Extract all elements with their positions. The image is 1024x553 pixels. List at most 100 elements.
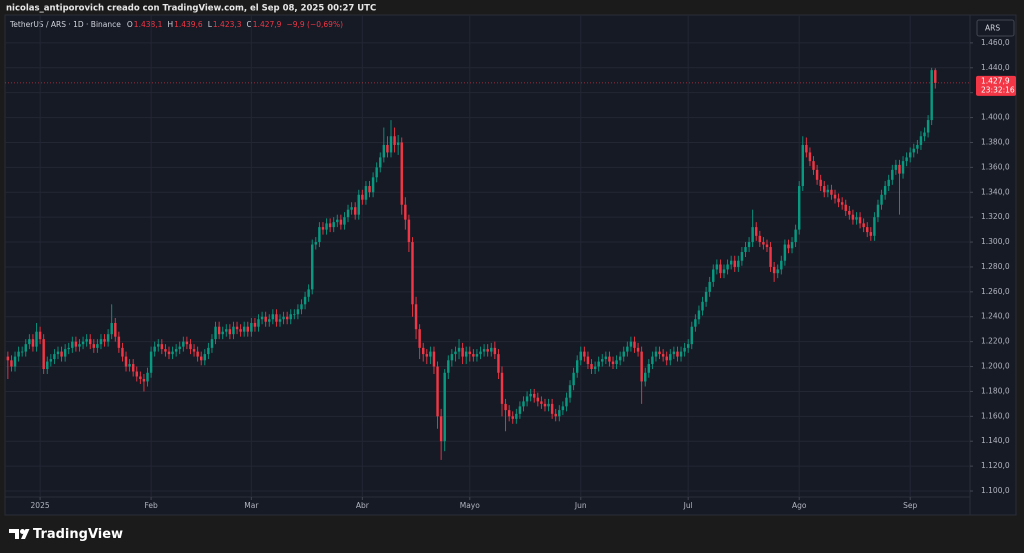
candle-body <box>253 322 257 327</box>
candle-body <box>518 406 522 414</box>
candle-body <box>722 269 726 274</box>
candle-body <box>919 136 923 145</box>
candle-body <box>683 347 686 352</box>
candle-body <box>264 316 267 322</box>
candle-body <box>182 341 185 347</box>
brand: TradingView <box>33 527 123 542</box>
candle-body <box>404 204 407 220</box>
candle-body <box>916 144 919 149</box>
candle-body <box>823 186 826 193</box>
candle-body <box>479 351 482 355</box>
candle-body <box>110 322 113 335</box>
candle-body <box>472 354 475 357</box>
legend-key: L <box>208 20 213 29</box>
candle-body <box>729 260 733 265</box>
grid <box>5 15 970 497</box>
candle-body <box>676 351 679 357</box>
candle-body <box>504 403 507 411</box>
candle-body <box>67 347 70 350</box>
candle-body <box>887 179 890 187</box>
candle-body <box>178 346 181 350</box>
candle-body <box>128 364 131 367</box>
candle-body <box>837 198 840 203</box>
x-tick-label: 2025 <box>31 501 50 510</box>
candle-body <box>844 204 847 211</box>
candle-body <box>13 356 17 367</box>
candle-body <box>89 339 92 345</box>
candle-body <box>429 351 432 357</box>
candle-body <box>85 339 88 342</box>
candle-body <box>328 223 332 228</box>
candle-body <box>396 142 400 145</box>
currency-button[interactable] <box>976 19 1015 37</box>
candle-body <box>554 413 557 417</box>
candle-body <box>636 347 640 352</box>
candle-body <box>81 341 85 345</box>
candle-body <box>225 329 228 332</box>
candle-body <box>858 217 862 224</box>
last-price-label: 1.427,9 <box>981 76 1010 85</box>
candle-body <box>285 316 289 320</box>
candle-body <box>923 132 926 137</box>
candle-body <box>217 326 221 335</box>
candle-body <box>432 351 436 367</box>
candle-body <box>550 403 554 414</box>
candle-body <box>686 344 690 348</box>
candle-body <box>189 344 192 350</box>
candle-body <box>776 269 779 274</box>
candle-body <box>701 301 704 311</box>
candle-body <box>629 341 633 347</box>
candle-body <box>31 339 35 347</box>
candle-body <box>604 356 608 360</box>
candle-body <box>733 260 736 267</box>
candle-body <box>400 142 403 205</box>
x-tick-label: Ago <box>792 501 807 510</box>
candle-body <box>142 378 146 382</box>
candle-body <box>371 177 375 193</box>
candle-body <box>250 322 253 332</box>
candle-body <box>647 364 651 373</box>
y-tick-label: 1.280,0 <box>981 262 1010 271</box>
candle-body <box>221 331 224 335</box>
candle-body <box>755 227 758 236</box>
candle-body <box>665 356 668 361</box>
candle-body <box>153 346 156 352</box>
candle-body <box>171 351 174 355</box>
candle-body <box>812 161 815 170</box>
candle-body <box>192 349 196 352</box>
candle-body <box>49 359 53 362</box>
x-tick-label: Sep <box>903 501 917 510</box>
candle-body <box>765 244 769 248</box>
candle-body <box>708 281 711 292</box>
candle-body <box>278 319 282 322</box>
candle-body <box>353 207 357 215</box>
y-tick-label: 1.340,0 <box>981 187 1010 196</box>
candle-body <box>336 219 339 223</box>
legend-value: 1.423,3 <box>213 20 242 29</box>
x-tick-label: Abr <box>356 501 370 510</box>
y-tick-label: 1.380,0 <box>981 137 1010 146</box>
candle-body <box>855 217 858 220</box>
candle-body <box>840 202 844 205</box>
candle-body <box>103 339 106 342</box>
candle-body <box>715 264 719 270</box>
candle-body <box>303 296 307 305</box>
candle-body <box>661 354 665 357</box>
candle-body <box>174 349 178 352</box>
credit: nicolas_antiporovich creado con TradingV… <box>6 4 376 14</box>
y-tick-label: 1.400,0 <box>981 113 1010 122</box>
candle-body <box>926 120 930 133</box>
candle-body <box>597 361 600 367</box>
candle-body <box>751 227 754 243</box>
y-tick-label: 1.300,0 <box>981 237 1010 246</box>
candle-body <box>500 372 504 404</box>
candle-body <box>389 136 393 153</box>
candle-body <box>157 344 160 347</box>
candle-body <box>497 354 500 373</box>
candle-body <box>586 356 590 365</box>
chart-frame <box>4 14 1017 516</box>
candle-body <box>772 266 776 274</box>
candle-body <box>601 359 604 362</box>
candle-body <box>712 269 715 282</box>
y-tick-label: 1.260,0 <box>981 287 1010 296</box>
